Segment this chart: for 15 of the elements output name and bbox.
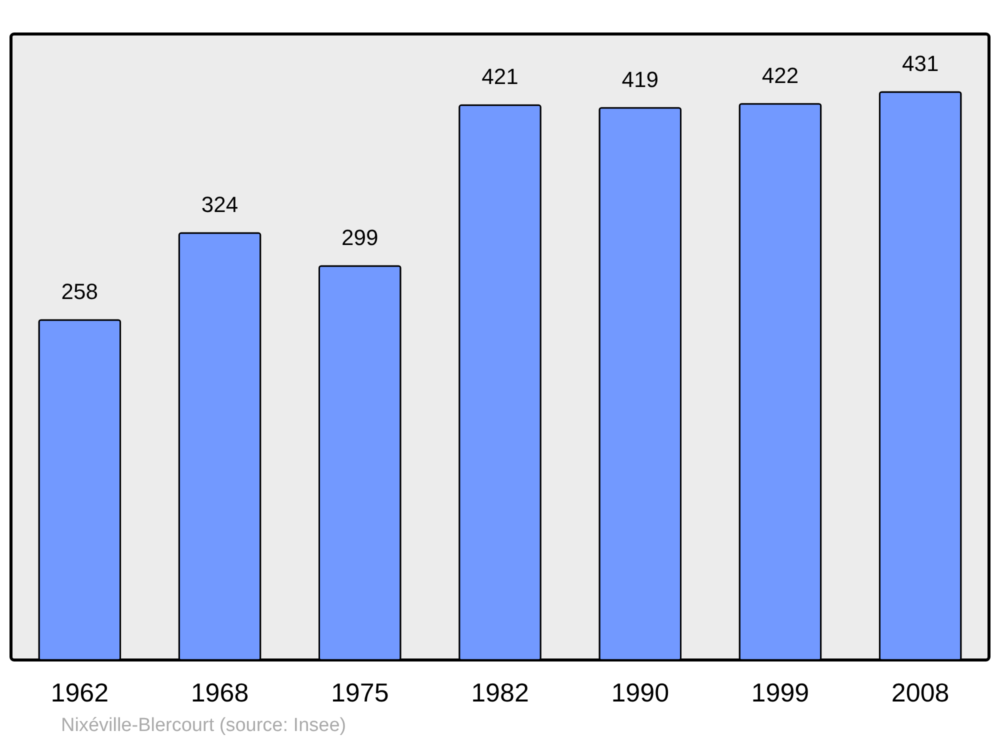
data-label: 421 [482,64,518,90]
x-tick-label: 2008 [891,678,950,708]
data-label: 324 [201,192,238,218]
x-tick-label: 1990 [611,678,670,708]
x-tick-label: 1999 [751,678,810,708]
x-tick-label: 1968 [190,678,249,708]
text: Nixéville-Blercourt (source: Insee) [61,715,346,736]
x-tick-label: 1975 [330,678,389,708]
data-label: 431 [902,51,939,76]
x-tick-label: 1962 [50,678,109,708]
data-label: 419 [622,66,658,92]
data-label: 299 [342,224,378,250]
data-label: 422 [762,62,799,88]
data-label: 258 [61,278,98,304]
x-tick-label: 1982 [471,678,529,708]
